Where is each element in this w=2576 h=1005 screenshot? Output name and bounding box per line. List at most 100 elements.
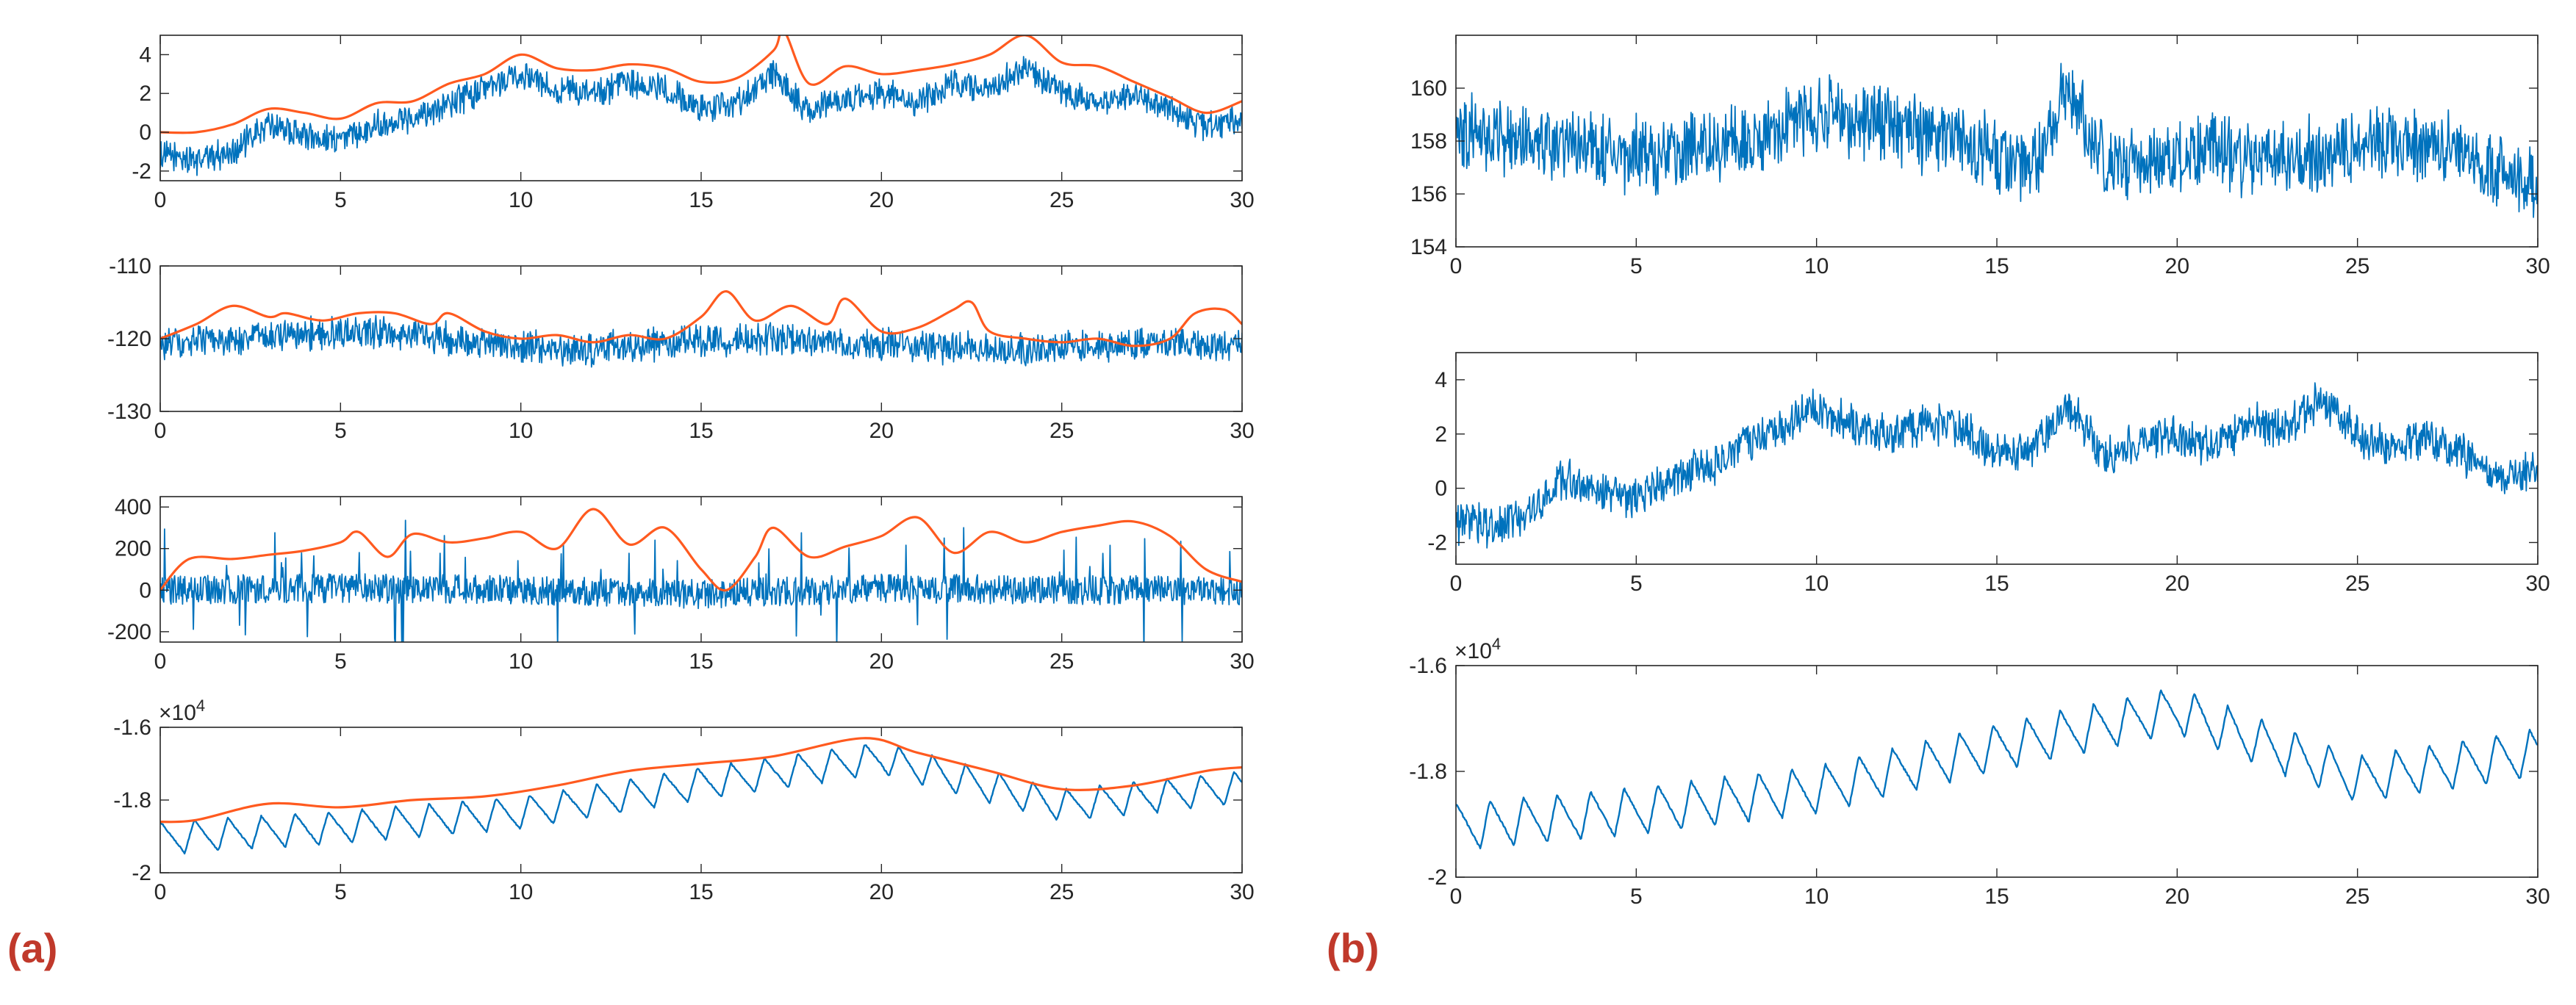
x-tick-label: 0 <box>1450 254 1463 278</box>
plot-area <box>1456 353 2538 564</box>
signal-line <box>1456 689 2538 850</box>
x-tick-label: 10 <box>1804 254 1829 278</box>
x-tick-label: 5 <box>1630 254 1643 278</box>
x-tick-label: 0 <box>154 649 167 674</box>
envelope-line <box>160 737 1242 824</box>
y-tick-label: -200 <box>107 620 151 644</box>
x-tick-label: 20 <box>869 188 894 212</box>
x-tick-label: 25 <box>1050 188 1074 212</box>
y-tick-label: -2 <box>132 159 151 184</box>
chart-b3: 0 5 10 15 20 25 30 -1.6 -1.8 -2 ×104 <box>1409 635 2550 909</box>
x-tick-label: 0 <box>154 419 167 443</box>
signal-line <box>1456 62 2538 218</box>
panel-label-a: (a) <box>7 925 58 971</box>
y-tick-label: 2 <box>139 82 151 106</box>
x-tick-label: 25 <box>1050 419 1074 443</box>
y-tick-label: 2 <box>1435 422 1447 447</box>
signal-line <box>160 744 1242 855</box>
y-tick-label: -1.8 <box>1409 760 1447 784</box>
x-tick-label: 0 <box>1450 572 1463 596</box>
x-tick-label: 15 <box>689 649 713 674</box>
x-tick-label: 10 <box>509 188 533 212</box>
y-tick-label: 156 <box>1410 182 1447 206</box>
signal-line <box>1456 382 2538 549</box>
x-tick-label: 5 <box>334 649 347 674</box>
x-tick-label: 10 <box>1804 572 1829 596</box>
x-tick-label: 0 <box>154 188 167 212</box>
x-tick-label: 5 <box>1630 885 1643 909</box>
panel-label-b: (b) <box>1327 925 1380 971</box>
chart-a4: 0 5 10 15 20 25 30 -1.6 -1.8 -2 ×104 <box>113 696 1254 904</box>
x-tick-label: 5 <box>334 880 347 904</box>
x-tick-label: 15 <box>689 880 713 904</box>
signal-line <box>160 56 1242 176</box>
x-tick-label: 15 <box>1984 254 2009 278</box>
y-tick-label: -1.8 <box>113 788 151 813</box>
x-tick-label: 0 <box>154 880 167 904</box>
x-tick-label: 10 <box>509 419 533 443</box>
y-tick-label: 0 <box>1435 477 1447 501</box>
x-tick-label: 0 <box>1450 885 1463 909</box>
x-tick-label: 20 <box>2165 254 2189 278</box>
x-tick-label: 10 <box>509 649 533 674</box>
x-tick-label: 15 <box>1984 572 2009 596</box>
x-tick-label: 25 <box>2345 885 2369 909</box>
x-tick-label: 5 <box>334 419 347 443</box>
y-tick-label: 200 <box>115 537 151 561</box>
plot-area <box>160 727 1242 873</box>
x-tick-label: 15 <box>1984 885 2009 909</box>
y-tick-label: -110 <box>109 254 151 278</box>
envelope-line <box>160 35 1242 134</box>
y-tick-label: -2 <box>132 861 151 885</box>
y-tick-label: 158 <box>1410 129 1447 154</box>
axis-exponent: ×104 <box>1454 635 1501 663</box>
x-tick-label: 25 <box>2345 572 2369 596</box>
x-tick-label: 5 <box>334 188 347 212</box>
y-tick-label: -120 <box>107 327 151 351</box>
x-tick-label: 30 <box>2525 254 2550 278</box>
x-tick-label: 20 <box>869 649 894 674</box>
axis-exponent: ×104 <box>159 696 205 725</box>
x-tick-label: 15 <box>689 188 713 212</box>
x-tick-label: 20 <box>869 419 894 443</box>
x-tick-label: 5 <box>1630 572 1643 596</box>
x-tick-label: 30 <box>1230 188 1254 212</box>
y-tick-label: -130 <box>107 400 151 424</box>
chart-b1: 0 5 10 15 20 25 30 160 158 156 154 <box>1410 35 2550 278</box>
y-tick-label: 400 <box>115 495 151 519</box>
x-tick-label: 20 <box>869 880 894 904</box>
envelope-line <box>160 508 1242 592</box>
x-tick-label: 25 <box>1050 880 1074 904</box>
x-tick-label: 30 <box>1230 880 1254 904</box>
x-tick-label: 10 <box>509 880 533 904</box>
axis-exponent-power: 4 <box>196 696 205 715</box>
y-tick-label: 4 <box>139 43 151 67</box>
x-tick-label: 30 <box>1230 649 1254 674</box>
signal-line <box>160 519 1242 642</box>
x-tick-label: 20 <box>2165 885 2189 909</box>
x-tick-label: 15 <box>689 419 713 443</box>
y-tick-label: 160 <box>1410 76 1447 101</box>
axis-exponent-power: 4 <box>1492 635 1501 653</box>
y-tick-label: 4 <box>1435 368 1447 392</box>
y-tick-label: 154 <box>1410 235 1447 259</box>
x-tick-label: 20 <box>2165 572 2189 596</box>
x-tick-label: 25 <box>1050 649 1074 674</box>
y-tick-label: 0 <box>139 120 151 145</box>
x-tick-label: 30 <box>2525 572 2550 596</box>
x-tick-label: 10 <box>1804 885 1829 909</box>
envelope-line <box>160 290 1242 347</box>
chart-a2: 0 5 10 15 20 25 30 -110 -120 -130 <box>107 254 1255 443</box>
x-tick-label: 30 <box>1230 419 1254 443</box>
plot-area <box>1456 666 2538 877</box>
y-tick-label: -2 <box>1427 865 1447 890</box>
y-tick-label: -1.6 <box>113 716 151 740</box>
x-tick-label: 25 <box>2345 254 2369 278</box>
y-tick-label: -2 <box>1427 530 1447 555</box>
y-tick-label: -1.6 <box>1409 654 1447 678</box>
